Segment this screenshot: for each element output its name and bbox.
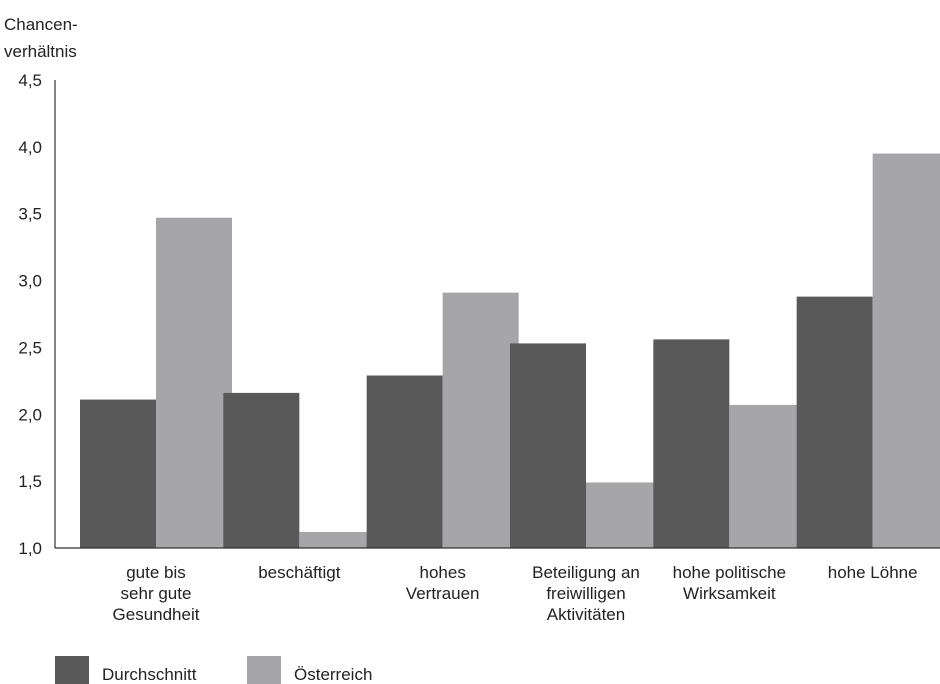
y-tick-label: 3,0 <box>18 272 42 291</box>
y-tick-label: 1,5 <box>18 472 42 491</box>
legend-label: Durchschnitt <box>102 665 197 684</box>
x-axis: gute bis sehr gute Gesundheit beschäftigt ho… <box>55 547 940 624</box>
y-tick-label: 2,0 <box>18 405 42 424</box>
y-tick-label: 1,0 <box>18 539 42 558</box>
x-category-label: hohe Löhne <box>828 563 918 582</box>
x-category-label: gute bis sehr gute Gesundheit <box>113 563 200 624</box>
bar-oesterreich <box>872 153 940 549</box>
legend-swatch <box>55 656 89 684</box>
y-tick-label: 3,5 <box>18 205 42 224</box>
x-category-label: Beteiligung an freiwilligen Aktivitäten <box>532 563 640 624</box>
bar-durchschnitt <box>653 339 730 548</box>
bar-durchschnitt <box>223 392 300 548</box>
y-tick-label: 4,0 <box>18 138 42 157</box>
bar-oesterreich <box>586 482 662 548</box>
y-axis-title: Chancen- verhältnis <box>4 15 78 61</box>
y-axis: 1,0 1,5 2,0 2,5 3,0 3,5 4,0 4,5 <box>18 71 56 558</box>
legend: Durchschnitt Österreich <box>55 656 372 684</box>
y-axis-title-line-2: verhältnis <box>4 42 77 61</box>
bar-oesterreich <box>729 404 806 548</box>
bar-durchschnitt <box>510 343 586 548</box>
bar-durchschnitt <box>80 399 156 548</box>
bar-durchschnitt <box>366 375 443 548</box>
bars <box>80 153 940 549</box>
legend-swatch <box>247 656 281 684</box>
bar-oesterreich <box>299 531 376 548</box>
x-category-label: hohe politische Wirksamkeit <box>673 563 786 603</box>
bar-durchschnitt <box>796 296 873 548</box>
x-category-label: beschäftigt <box>258 563 340 582</box>
bar-oesterreich <box>442 292 519 548</box>
bar-oesterreich <box>156 217 232 548</box>
x-category-label: hohes Vertrauen <box>406 563 480 603</box>
y-tick-label: 4,5 <box>18 71 42 90</box>
y-axis-title-line-1: Chancen- <box>4 15 78 34</box>
legend-label: Österreich <box>294 665 372 684</box>
y-tick-label: 2,5 <box>18 338 42 357</box>
